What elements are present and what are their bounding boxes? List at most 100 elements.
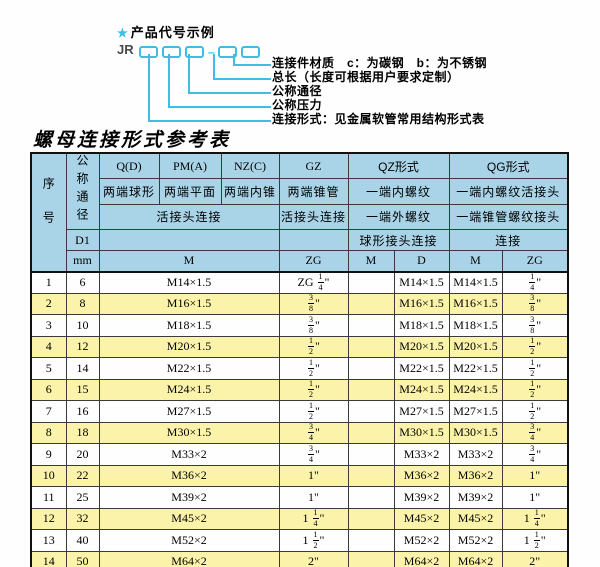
cell-qz-d: M14×1.5: [393, 271, 450, 294]
table-row: 2 8 M16×1.5 3 8 " M16×1.5 M16×1.5 3 8 ": [30, 292, 569, 315]
cell-qz-m: [347, 550, 395, 567]
header-qpm-connection: 活接头连接: [98, 203, 280, 230]
cell-m: M64×2: [98, 550, 280, 567]
callout-line-1: [233, 54, 271, 66]
cell-qg-m: M24×1.5: [448, 378, 503, 401]
table-row: 14 50 M64×2 2" M64×2 M64×2 2": [30, 550, 569, 567]
header-qg-zg: ZG: [501, 250, 569, 272]
header-pm-desc: 两端平面: [158, 178, 222, 205]
table-row: 3 10 M18×1.5 3 8 " M18×1.5 M18×1.5 3 8 ": [30, 314, 569, 337]
cell-qz-d: M16×1.5: [393, 292, 450, 315]
cell-m: M36×2: [98, 464, 280, 487]
cell-m: M33×2: [98, 443, 280, 466]
header-gz-connection: 活接头连接: [278, 203, 349, 230]
cell-gz: 1 2 ": [278, 400, 349, 423]
callout-line-5: [148, 54, 271, 122]
cell-qz-d: M18×1.5: [393, 314, 450, 337]
header-col-pm: PM(A): [158, 152, 222, 179]
callout-label-material: 连接件材质 c：为碳钢 b：为不锈钢: [272, 56, 488, 70]
callout-line-4: [168, 54, 271, 108]
header-m-main: M: [98, 250, 280, 272]
table-row: 10 22 M36×2 1" M36×2 M36×2 1": [30, 464, 569, 487]
cell-qz-d: M36×2: [393, 464, 450, 487]
cell-dn: 12: [65, 335, 100, 358]
cell-qg-m: M36×2: [448, 464, 503, 487]
header-mm: mm: [65, 250, 100, 272]
table-row: 5 14 M22×1.5 1 2 " M22×1.5 M22×1.5 1 2 ": [30, 357, 569, 380]
cell-dn: 20: [65, 443, 100, 466]
table-body: 1 6 M14×1.5 ZG 1 4 " M14×1.5 M14×1.5 1 4 " 2 8 M16×1.…: [30, 271, 569, 567]
cell-gz: 1 1 2 ": [278, 529, 349, 552]
table-row: 13 40 M52×2 1 1 2 " M52×2 M52×2 1 1 2 ": [30, 529, 569, 552]
cell-gz: 3 8 ": [278, 314, 349, 337]
cell-seq: 14: [30, 550, 67, 567]
cell-m: M22×1.5: [98, 357, 280, 380]
table-row: 4 12 M20×1.5 1 2 " M20×1.5 M20×1.5 1 2 ": [30, 335, 569, 358]
cell-gz: 1 2 ": [278, 357, 349, 380]
cell-seq: 10: [30, 464, 67, 487]
cell-dn: 22: [65, 464, 100, 487]
cell-qg-m: M39×2: [448, 486, 503, 509]
callout-line-2: [213, 54, 271, 80]
cell-qg-m: M20×1.5: [448, 335, 503, 358]
cell-seq: 2: [30, 292, 67, 315]
cell-qz-m: [347, 443, 395, 466]
cell-qg-zg: 3 8 ": [501, 314, 569, 337]
cell-qz-d: M33×2: [393, 443, 450, 466]
cell-qg-zg: 1": [501, 464, 569, 487]
table-row: 1 6 M14×1.5 ZG 1 4 " M14×1.5 M14×1.5 1 4 ": [30, 271, 569, 294]
cell-qz-m: [347, 421, 395, 444]
header-empty-m: [98, 229, 280, 251]
cell-dn: 15: [65, 378, 100, 401]
cell-dn: 6: [65, 271, 100, 294]
cell-gz: 1 1 4 ": [278, 507, 349, 530]
cell-seq: 11: [30, 486, 67, 509]
cell-qg-zg: 3 4 ": [501, 421, 569, 444]
cell-dn: 8: [65, 292, 100, 315]
cell-qg-zg: 1 2 ": [501, 357, 569, 380]
callout-line-3: [188, 54, 271, 94]
cell-qg-zg: 3 8 ": [501, 292, 569, 315]
cell-m: M18×1.5: [98, 314, 280, 337]
diagram-title-text: 产品代号示例: [130, 25, 215, 40]
header-seq: 序号: [30, 152, 67, 272]
header-qz-desc2: 一端外螺纹: [347, 203, 450, 230]
code-box-5: [240, 46, 260, 58]
table-row: 9 20 M33×2 3 4 " M33×2 M33×2 3 4 ": [30, 443, 569, 466]
cell-qg-zg: 1 2 ": [501, 335, 569, 358]
header-col-nz: NZ(C): [220, 152, 280, 179]
cell-gz: 2": [278, 550, 349, 567]
code-dash: –: [208, 45, 215, 59]
cell-dn: 10: [65, 314, 100, 337]
cell-qg-zg: 1 2 ": [501, 400, 569, 423]
table-row: 11 25 M39×2 1" M39×2 M39×2 1": [30, 486, 569, 509]
callout-label-connection: 连接形式：见金属软管常用结构形式表: [272, 112, 485, 126]
header-qg-desc1: 一端内螺纹活接头: [448, 178, 569, 205]
cell-qg-zg: 1 1 2 ": [501, 529, 569, 552]
cell-seq: 5: [30, 357, 67, 380]
cell-m: M52×2: [98, 529, 280, 552]
cell-qz-d: M39×2: [393, 486, 450, 509]
header-qz-connection: 球形接头连接: [347, 229, 450, 251]
cell-m: M24×1.5: [98, 378, 280, 401]
cell-seq: 1: [30, 271, 67, 294]
cell-m: M39×2: [98, 486, 280, 509]
cell-dn: 14: [65, 357, 100, 380]
cell-gz: 1": [278, 486, 349, 509]
header-nominal-diameter: 公称通径: [65, 152, 100, 230]
cell-gz: ZG 1 4 ": [278, 271, 349, 294]
cell-qz-m: [347, 507, 395, 530]
cell-qg-m: M22×1.5: [448, 357, 503, 380]
cell-dn: 50: [65, 550, 100, 567]
cell-qg-m: M16×1.5: [448, 292, 503, 315]
cell-qz-m: [347, 529, 395, 552]
cell-qg-zg: 1 2 ": [501, 378, 569, 401]
cell-qz-m: [347, 400, 395, 423]
cell-qz-d: M27×1.5: [393, 400, 450, 423]
cell-qz-m: [347, 486, 395, 509]
cell-seq: 6: [30, 378, 67, 401]
cell-qg-m: M30×1.5: [448, 421, 503, 444]
cell-qz-m: [347, 378, 395, 401]
cell-qg-zg: 1 1 4 ": [501, 507, 569, 530]
